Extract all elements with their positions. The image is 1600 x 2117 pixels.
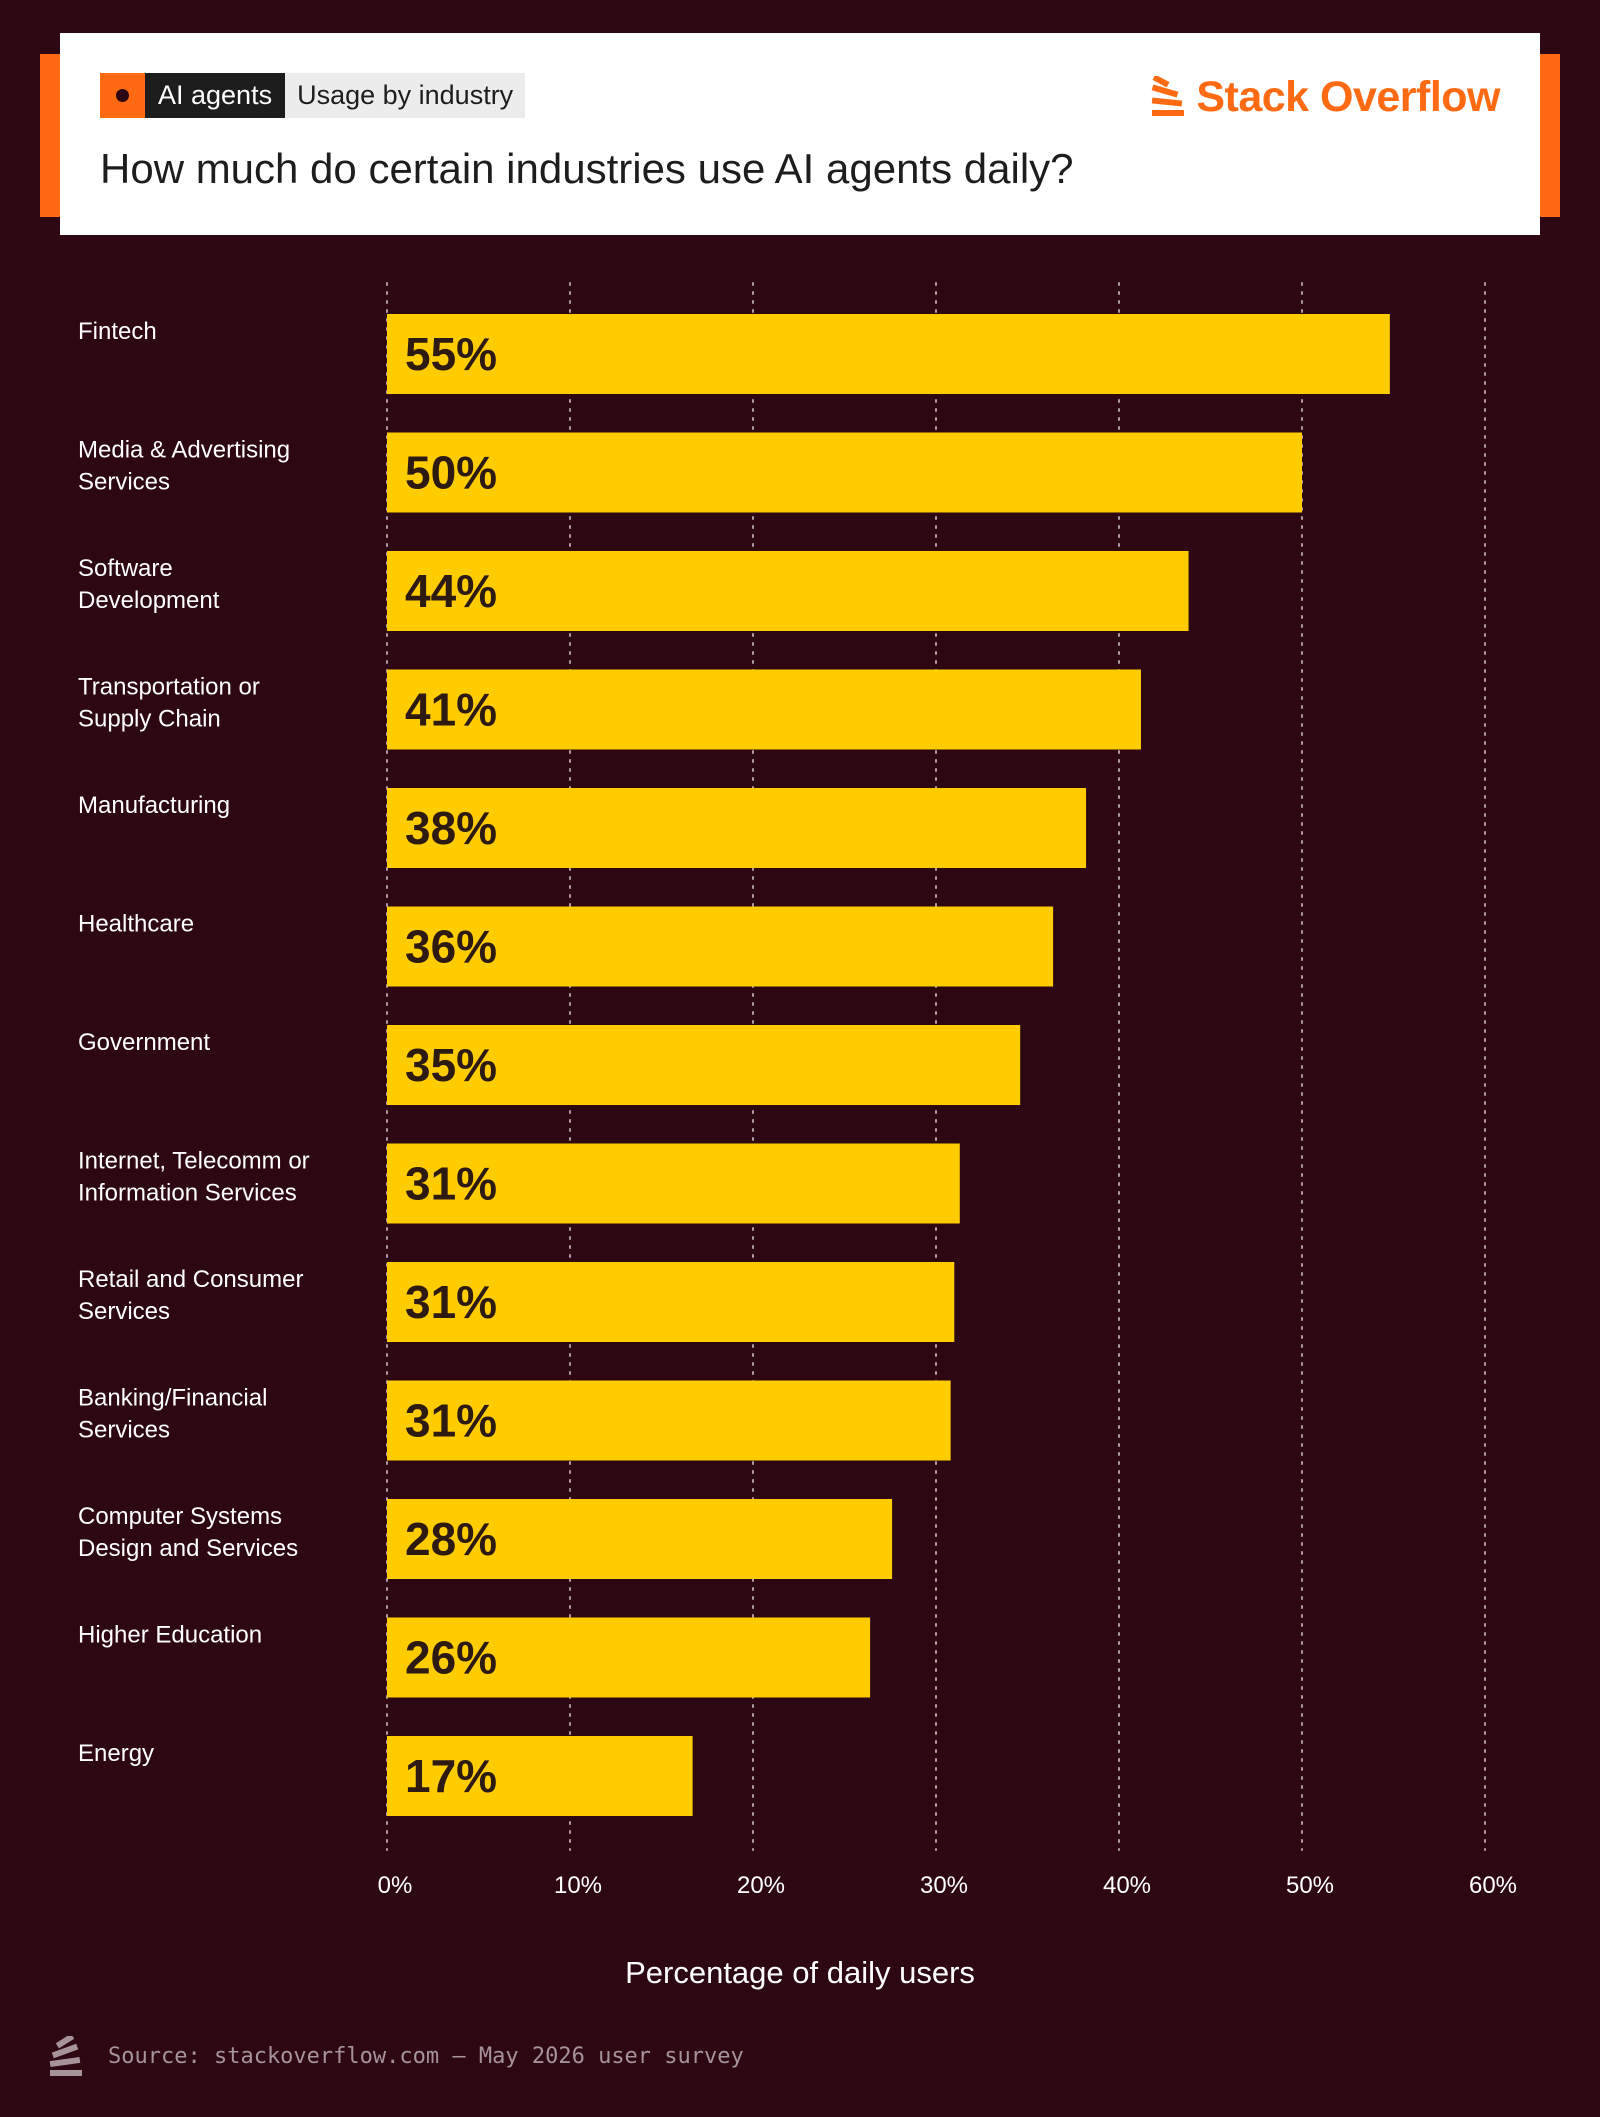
stack-overflow-logo-icon <box>49 2036 82 2076</box>
bar-data-label: 31% <box>405 1276 497 1328</box>
x-tick-label: 30% <box>920 1872 968 1899</box>
category-label: Transportation or Supply Chain <box>78 674 260 733</box>
category-label: Internet, Telecomm or Information Service… <box>78 1148 310 1207</box>
x-tick-label: 0% <box>378 1872 413 1899</box>
accent-bar-right <box>1540 54 1560 217</box>
category-label: Healthcare <box>78 911 194 938</box>
bar-data-label: 35% <box>405 1039 497 1091</box>
bar <box>387 1499 893 1579</box>
brand-name: Stack Overflow <box>1196 73 1500 121</box>
bar <box>387 788 1087 868</box>
x-tick-label: 20% <box>737 1872 785 1899</box>
x-tick-label: 40% <box>1103 1872 1151 1899</box>
tag-dot-icon <box>100 73 145 118</box>
x-axis-label: Percentage of daily users <box>625 1955 975 1990</box>
source-note: Source: stackoverflow.com – May 2026 use… <box>108 2044 744 2069</box>
bar <box>387 906 1054 987</box>
category-label: Fintech <box>78 318 157 345</box>
category-label: Government <box>78 1029 210 1056</box>
bar-data-label: 41% <box>405 684 497 736</box>
category-label: Software Development <box>78 555 220 614</box>
stack-overflow-logo-icon <box>1151 75 1185 116</box>
category-label: Media & Advertising Services <box>78 437 290 496</box>
bar <box>387 1025 1021 1105</box>
bar <box>387 669 1141 750</box>
bar-data-label: 38% <box>405 802 497 854</box>
bar-data-label: 50% <box>405 447 497 499</box>
bar <box>387 1380 951 1461</box>
category-label: Banking/Financial Services <box>78 1385 267 1444</box>
bar <box>387 314 1390 394</box>
bar-data-label: 55% <box>405 328 497 380</box>
bar <box>387 432 1302 513</box>
bar <box>387 551 1189 631</box>
category-label: Energy <box>78 1740 154 1767</box>
tag-usage-by-industry: Usage by industry <box>285 73 526 118</box>
bar <box>387 1736 693 1816</box>
accent-bar-left <box>40 54 60 217</box>
bar <box>387 1143 960 1224</box>
category-label: Higher Education <box>78 1622 262 1649</box>
bar <box>387 1617 871 1698</box>
category-label: Retail and Consumer Services <box>78 1266 303 1325</box>
bar-data-label: 17% <box>405 1750 497 1802</box>
tag-ai-agents: AI agents <box>145 73 286 118</box>
bar-data-label: 44% <box>405 565 497 617</box>
tag-group: AI agents Usage by industry <box>100 73 526 118</box>
bar-data-label: 36% <box>405 921 497 973</box>
x-tick-label: 50% <box>1286 1872 1334 1899</box>
header-card: AI agents Usage by industry How much do … <box>60 33 1540 235</box>
category-label: Computer Systems Design and Services <box>78 1503 298 1562</box>
x-tick-label: 60% <box>1469 1872 1517 1899</box>
x-tick-label: 10% <box>554 1872 602 1899</box>
bar-data-label: 31% <box>405 1395 497 1447</box>
bar-data-label: 26% <box>405 1632 497 1684</box>
bar-data-label: 31% <box>405 1158 497 1210</box>
bar-data-label: 28% <box>405 1513 497 1565</box>
brand-logo: Stack Overflow <box>1150 73 1500 122</box>
bar <box>387 1262 955 1342</box>
category-label: Manufacturing <box>78 792 230 819</box>
chart-title: How much do certain industries use AI ag… <box>100 145 1074 192</box>
